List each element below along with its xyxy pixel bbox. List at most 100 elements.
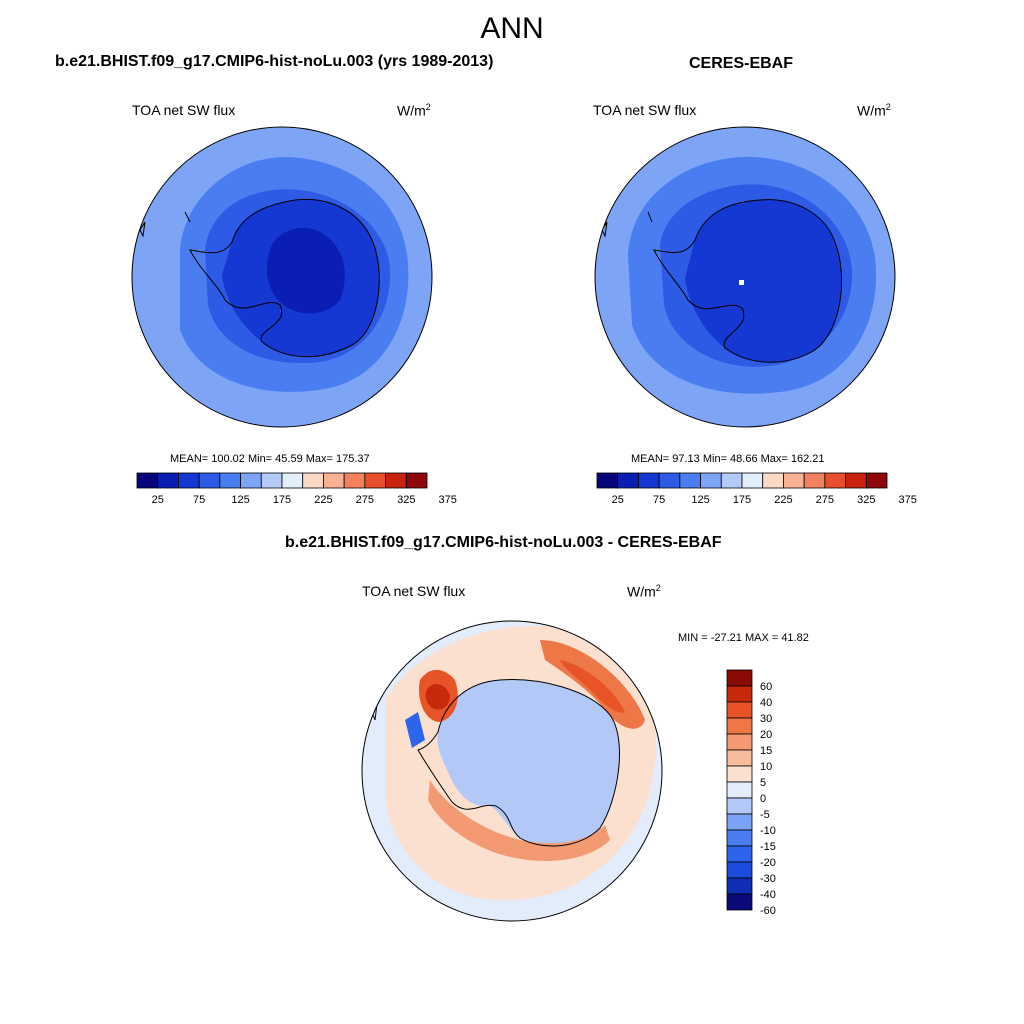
- diff-colorbar-box: [726, 749, 753, 767]
- diff-stats-label: MIN = -27.21 MAX = 41.82: [678, 632, 809, 644]
- diff-map-hotspot-west-core: [425, 684, 450, 710]
- obs-map-missing-data-pixel: [739, 280, 744, 285]
- obs-colorbar-box: [741, 472, 764, 489]
- obs-map-south-america-coast: [601, 211, 653, 238]
- obs-colorbar-tick-label: 375: [899, 494, 917, 506]
- obs-map-antarctica-fill: [685, 199, 842, 363]
- diff-colorbar-tick-label: 5: [760, 777, 766, 789]
- obs-map: [595, 127, 895, 427]
- figure-title: ANN: [480, 12, 544, 45]
- diff-colorbar-tick-label: -15: [760, 841, 776, 853]
- obs-colorbar-tick-label: 75: [653, 494, 665, 506]
- obs-colorbar-tick-label: 275: [816, 494, 834, 506]
- model-colorbar-box: [260, 472, 283, 489]
- model-colorbar-box: [405, 472, 428, 489]
- diff-colorbar-tick-label: 60: [760, 681, 772, 693]
- model-colorbar-box: [219, 472, 241, 489]
- diff-colorbar-box: [726, 813, 753, 831]
- diff-colorbar-tick-label: -60: [760, 905, 776, 917]
- model-colorbar-tick-label: 75: [193, 494, 205, 506]
- model-colorbar-box: [240, 472, 262, 489]
- model-map-coastline: [189, 198, 380, 358]
- diff-colorbar-box: [726, 861, 753, 879]
- model-map-plateau-fill: [266, 228, 345, 314]
- diff-map-hotspot-east-core: [560, 660, 625, 713]
- obs-colorbar-box: [824, 472, 846, 489]
- model-variable-label: TOA net SW flux: [132, 102, 236, 118]
- diff-map-border: [361, 620, 663, 922]
- obs-colorbar: 25 75 125 175 225 275 325 375: [596, 472, 917, 506]
- model-colorbar-tick-label: 25: [152, 494, 164, 506]
- obs-colorbar-tick-label: 325: [857, 494, 875, 506]
- model-map-south-america-coast: [139, 211, 191, 238]
- diff-map-coastal-positive-band: [428, 780, 610, 861]
- obs-colorbar-box: [658, 472, 681, 489]
- model-panel-title: b.e21.BHIST.f09_g17.CMIP6-hist-noLu.003 …: [55, 53, 494, 70]
- obs-colorbar-box: [679, 472, 701, 489]
- obs-colorbar-tick-label: 175: [733, 494, 751, 506]
- diff-colorbar-tick-label: 0: [760, 793, 766, 805]
- diff-colorbar-tick-label: 20: [760, 729, 772, 741]
- obs-colorbar-box: [803, 472, 826, 489]
- diff-colorbar-tick-label: 30: [760, 713, 772, 725]
- diff-colorbar-box: [726, 845, 753, 863]
- diff-colorbar-box: [726, 877, 753, 895]
- model-colorbar-tick-label: 325: [397, 494, 415, 506]
- model-colorbar-tick-label: 225: [314, 494, 332, 506]
- diff-colorbar-box: [726, 701, 753, 719]
- diff-panel-title: b.e21.BHIST.f09_g17.CMIP6-hist-noLu.003 …: [285, 534, 722, 551]
- model-colorbar-tick-label: 275: [356, 494, 374, 506]
- model-units-label: W/m2: [397, 102, 431, 119]
- obs-colorbar-box: [617, 472, 639, 489]
- model-colorbar-box: [302, 472, 324, 489]
- obs-map-border: [594, 126, 896, 428]
- obs-colorbar-tick-label: 125: [691, 494, 709, 506]
- obs-colorbar-box: [762, 472, 784, 489]
- diff-colorbar-box: [726, 733, 753, 751]
- obs-map-coastline: [653, 199, 843, 363]
- model-colorbar-tick-label: 175: [273, 494, 291, 506]
- diff-colorbar-tick-label: -5: [760, 809, 770, 821]
- obs-colorbar-box: [845, 472, 867, 489]
- model-colorbar: 25 75 125 175 225 275 325 375: [136, 472, 457, 506]
- diff-colorbar-box: [726, 781, 753, 799]
- diff-colorbar-tick-label: -10: [760, 825, 776, 837]
- diff-map-coastline: [417, 679, 620, 847]
- model-colorbar-box: [343, 472, 366, 489]
- model-colorbar-box: [178, 472, 200, 489]
- model-colorbar-tick-label: 375: [439, 494, 457, 506]
- model-colorbar-box: [281, 472, 304, 489]
- obs-colorbar-box: [720, 472, 743, 489]
- obs-panel-title: CERES-EBAF: [689, 55, 794, 72]
- obs-colorbar-box: [865, 472, 888, 489]
- model-colorbar-box: [323, 472, 345, 489]
- diff-colorbar-tick-label: -30: [760, 873, 776, 885]
- obs-colorbar-box: [783, 472, 805, 489]
- diff-colorbar-box: [726, 717, 753, 735]
- obs-stats-label: MEAN= 97.13 Min= 48.66 Max= 162.21: [631, 453, 825, 465]
- diff-colorbar-tick-label: 10: [760, 761, 772, 773]
- diff-map-peninsula-negative: [405, 712, 425, 748]
- model-stats-label: MEAN= 100.02 Min= 45.59 Max= 175.37: [170, 453, 370, 465]
- obs-colorbar-box: [638, 472, 660, 489]
- model-colorbar-box: [364, 472, 386, 489]
- diff-colorbar-box: [726, 669, 753, 687]
- model-colorbar-box: [136, 472, 159, 489]
- diff-variable-label: TOA net SW flux: [362, 583, 466, 599]
- obs-colorbar-tick-label: 25: [612, 494, 624, 506]
- diff-colorbar-tick-label: 40: [760, 697, 772, 709]
- diff-colorbar-tick-label: -20: [760, 857, 776, 869]
- diff-colorbar-tick-label: 15: [760, 745, 772, 757]
- obs-colorbar-tick-label: 225: [774, 494, 792, 506]
- model-colorbar-box: [157, 472, 179, 489]
- diff-colorbar-box: [726, 765, 753, 783]
- model-map: [132, 127, 432, 427]
- obs-units-label: W/m2: [857, 102, 891, 119]
- diff-colorbar-box: [726, 685, 753, 703]
- obs-colorbar-box: [700, 472, 722, 489]
- diff-colorbar-box: [726, 797, 753, 815]
- diff-colorbar-box: [726, 829, 753, 847]
- obs-variable-label: TOA net SW flux: [593, 102, 697, 118]
- model-map-border: [131, 126, 433, 428]
